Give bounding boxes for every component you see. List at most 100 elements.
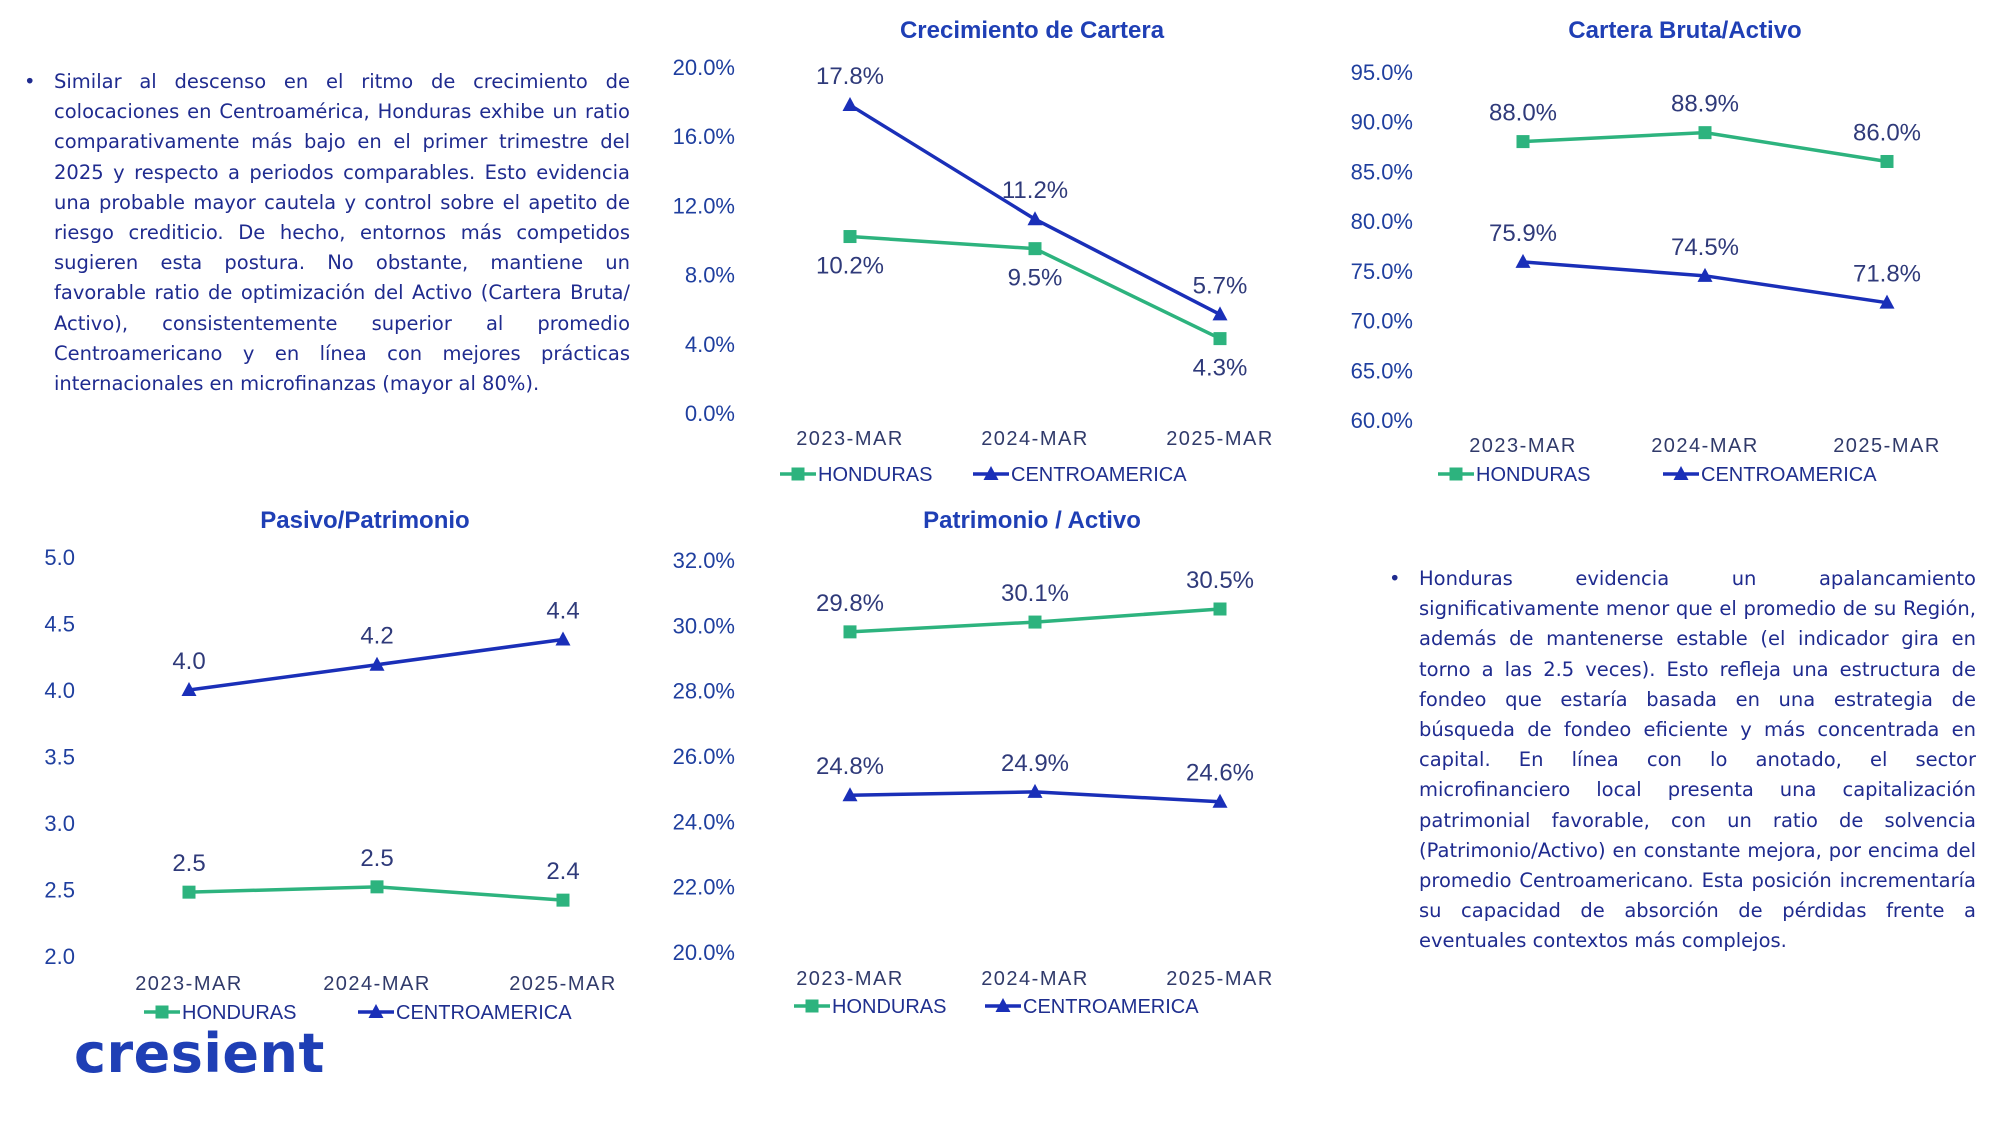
data-point-marker	[555, 631, 571, 646]
y-tick-label: 20.0%	[673, 940, 735, 965]
x-tick-label: 2025-MAR	[1166, 968, 1274, 990]
data-point-marker	[842, 97, 858, 112]
data-label: 24.9%	[1001, 750, 1069, 777]
data-point-marker	[842, 787, 858, 802]
legend-marker	[1449, 467, 1463, 481]
data-point-marker	[181, 682, 197, 696]
y-tick-label: 3.0	[44, 811, 75, 836]
y-tick-label: 90.0%	[1351, 110, 1413, 135]
y-tick-label: 3.5	[44, 745, 75, 770]
y-tick-label: 26.0%	[673, 744, 735, 769]
cresient-logo: cresient	[74, 1022, 325, 1085]
x-tick-label: 2023-MAR	[796, 968, 904, 990]
data-point-marker	[369, 656, 385, 671]
data-label: 4.2	[360, 623, 393, 650]
data-label: 11.2%	[1002, 177, 1068, 204]
x-tick-label: 2025-MAR	[1833, 435, 1941, 457]
chart-patrimonio-activo: Patrimonio / Activo 20.0% 22.0% 24.0% 26.0% 2…	[673, 507, 1274, 1018]
data-label: 4.4	[546, 597, 579, 624]
left-commentary: • Similar al descenso en el ritmo de cre…	[24, 67, 630, 399]
data-label: 2.5	[360, 845, 393, 872]
y-tick-label: 24.0%	[673, 809, 735, 834]
data-point-marker	[843, 230, 857, 244]
data-label: 2.4	[546, 858, 579, 885]
data-label: 10.2%	[816, 253, 884, 280]
legend-marker	[805, 999, 819, 1013]
bullet-marker: •	[1389, 567, 1401, 590]
y-tick-label: 80.0%	[1351, 209, 1413, 234]
data-label: 30.5%	[1186, 567, 1254, 594]
x-tick-label: 2023-MAR	[135, 973, 243, 995]
y-tick-label: 28.0%	[673, 679, 735, 704]
y-tick-label: 8.0%	[685, 263, 735, 288]
chart-pasivo-patrimonio: Pasivo/Patrimonio 2.0 2.5 3.0 3.5 4.0 4.5 5.0 20…	[44, 507, 617, 1024]
y-tick-label: 22.0%	[673, 875, 735, 900]
data-label: 4.3%	[1193, 355, 1248, 382]
y-tick-label: 2.5	[44, 878, 75, 903]
y-tick-label: 30.0%	[673, 613, 735, 638]
y-tick-label: 65.0%	[1351, 358, 1413, 383]
y-tick-label: 5.0	[44, 545, 75, 570]
y-tick-label: 75.0%	[1351, 259, 1413, 284]
legend-label: HONDURAS	[182, 1002, 296, 1024]
data-label: 75.9%	[1489, 220, 1557, 247]
legend-marker	[791, 467, 805, 481]
y-tick-label: 95.0%	[1351, 60, 1413, 85]
right-commentary-text: Honduras evidencia un apalancamiento sig…	[1419, 567, 1976, 953]
legend-label: HONDURAS	[818, 464, 932, 486]
y-tick-label: 85.0%	[1351, 159, 1413, 184]
x-tick-label: 2025-MAR	[509, 973, 617, 995]
x-tick-label: 2024-MAR	[981, 428, 1089, 450]
data-point-marker	[1515, 253, 1531, 268]
data-label: 29.8%	[816, 590, 884, 617]
data-point-marker	[843, 625, 857, 639]
data-label: 88.0%	[1489, 100, 1557, 127]
chart-cartera-bruta-activo: Cartera Bruta/Activo 60.0% 65.0% 70.0% 75.0%…	[1351, 17, 1941, 486]
data-point-marker	[1698, 126, 1712, 140]
data-label: 5.7%	[1193, 272, 1248, 299]
y-tick-label: 20.0%	[673, 55, 735, 80]
data-point-marker	[1027, 211, 1043, 226]
data-label: 88.9%	[1671, 91, 1739, 118]
legend-label: CENTROAMERICA	[1011, 464, 1187, 486]
legend-marker	[368, 1004, 384, 1018]
chart-title: Cartera Bruta/Activo	[1568, 17, 1801, 44]
x-tick-label: 2025-MAR	[1166, 428, 1274, 450]
data-point-marker	[1880, 154, 1894, 168]
y-tick-label: 32.0%	[673, 548, 735, 573]
chart-title: Crecimiento de Cartera	[900, 17, 1165, 44]
data-point-marker	[370, 880, 384, 894]
data-label: 17.8%	[816, 63, 884, 90]
y-tick-label: 16.0%	[673, 124, 735, 149]
data-point-marker	[556, 893, 570, 907]
data-label: 71.8%	[1853, 261, 1921, 288]
data-label: 30.1%	[1001, 580, 1069, 607]
bullet-marker: •	[24, 70, 36, 93]
legend-label: CENTROAMERICA	[1023, 996, 1199, 1018]
y-tick-label: 0.0%	[685, 401, 735, 426]
data-point-marker	[1212, 306, 1228, 321]
legend-marker	[155, 1005, 169, 1019]
data-point-marker	[1697, 267, 1713, 282]
data-point-marker	[1879, 294, 1895, 309]
data-point-marker	[1028, 242, 1042, 256]
data-label: 24.8%	[816, 753, 884, 780]
x-tick-label: 2024-MAR	[981, 968, 1089, 990]
legend-marker	[983, 466, 999, 480]
legend-label: HONDURAS	[832, 996, 946, 1018]
left-commentary-text: Similar al descenso en el ritmo de creci…	[54, 70, 630, 396]
data-point-marker	[1212, 793, 1228, 808]
chart-crecimiento-cartera: Crecimiento de Cartera 0.0% 4.0% 8.0% 12.0% 1…	[673, 17, 1274, 486]
data-point-marker	[1516, 135, 1530, 149]
x-tick-label: 2024-MAR	[1651, 435, 1759, 457]
x-tick-label: 2024-MAR	[323, 973, 431, 995]
data-label: 24.6%	[1186, 760, 1254, 787]
data-label: 9.5%	[1008, 265, 1063, 292]
data-point-marker	[1213, 332, 1227, 346]
y-tick-label: 12.0%	[673, 193, 735, 218]
data-label: 4.0	[172, 648, 205, 675]
x-tick-label: 2023-MAR	[1469, 435, 1577, 457]
x-tick-label: 2023-MAR	[796, 428, 904, 450]
right-commentary: • Honduras evidencia un apalancamiento s…	[1389, 564, 1976, 957]
data-point-marker	[1027, 783, 1043, 798]
